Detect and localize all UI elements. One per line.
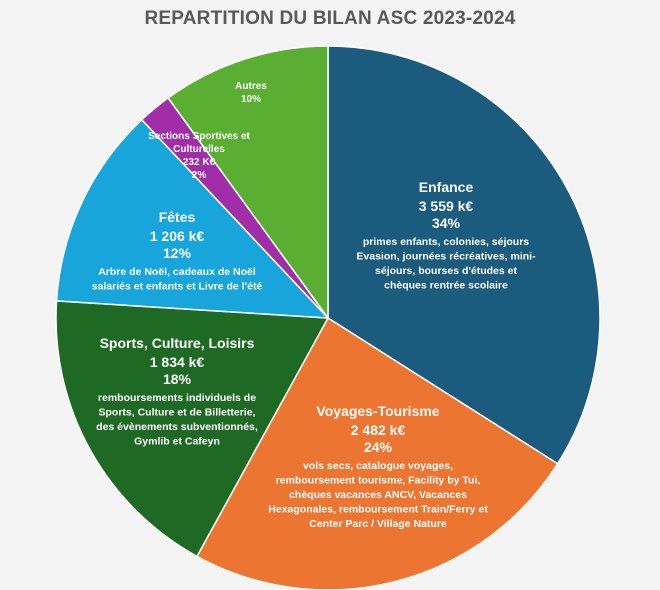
slice-name-label: Sports, Culture, Loisirs <box>100 335 255 351</box>
slice-detail-label: chèques rentrée scolaire <box>384 280 508 292</box>
slice-detail-label: Gymlib et Cafeyn <box>134 436 220 448</box>
slice-detail-label: vols secs, catalogue voyages, <box>303 460 453 472</box>
slice-detail-label: Evasion, journées récréatives, mini- <box>356 251 536 263</box>
slice-detail-label: chèques vacances ANCV, Vacances <box>289 489 467 501</box>
pie-slice <box>167 45 329 321</box>
slice-name-label: Fêtes <box>159 209 196 225</box>
slice-percent-label: 12% <box>163 245 192 261</box>
slice-detail-label: remboursements individuels de <box>98 392 256 404</box>
slice-percent-label: 10% <box>241 94 261 105</box>
slice-amount-label: 2 482 k€ <box>351 422 406 438</box>
slice-name-label: Enfance <box>419 179 474 195</box>
slice-detail-label: Hexagonales, remboursement Train/Ferry e… <box>268 504 488 516</box>
chart-title: REPARTITION DU BILAN ASC 2023-2024 <box>144 8 516 29</box>
slice-detail-label: remboursement tourisme, Facility by Tui, <box>276 475 481 487</box>
slice-percent-label: 18% <box>163 371 192 387</box>
slice-name-label: Sections Sportives et <box>148 131 250 142</box>
pie-slice <box>327 45 601 465</box>
pie-slice <box>55 118 330 319</box>
slice-amount-label: 1 206 k€ <box>150 228 205 244</box>
slice-detail-label: salariés et enfants et Livre de l'été <box>92 281 263 293</box>
slice-amount-label: 3 559 k€ <box>419 198 474 214</box>
slice-name-label: Culturelles <box>173 144 225 155</box>
slice-percent-label: 2% <box>192 170 207 181</box>
slice-detail-label: Arbre de Noël, cadeaux de Noël <box>98 266 256 278</box>
slice-amount-label: 1 834 k€ <box>150 354 205 370</box>
slice-detail-label: des évènements subventionnés, <box>96 421 258 433</box>
pie-slice <box>195 316 559 590</box>
slice-percent-label: 24% <box>364 439 393 455</box>
slice-amount-label: 232 K€ <box>183 157 216 168</box>
slice-name-label: Voyages-Tourisme <box>316 403 439 419</box>
slice-detail-label: séjours, bourses d'études et <box>375 265 517 277</box>
slice-detail-label: primes enfants, colonies, séjours <box>363 236 529 248</box>
slice-detail-label: Sports, Culture et de Billetterie, <box>99 407 256 419</box>
slice-name-label: Autres <box>235 81 267 92</box>
slice-percent-label: 34% <box>432 215 461 231</box>
slice-detail-label: Center Parc / Village Nature <box>309 518 447 530</box>
pie-slice <box>55 300 330 558</box>
